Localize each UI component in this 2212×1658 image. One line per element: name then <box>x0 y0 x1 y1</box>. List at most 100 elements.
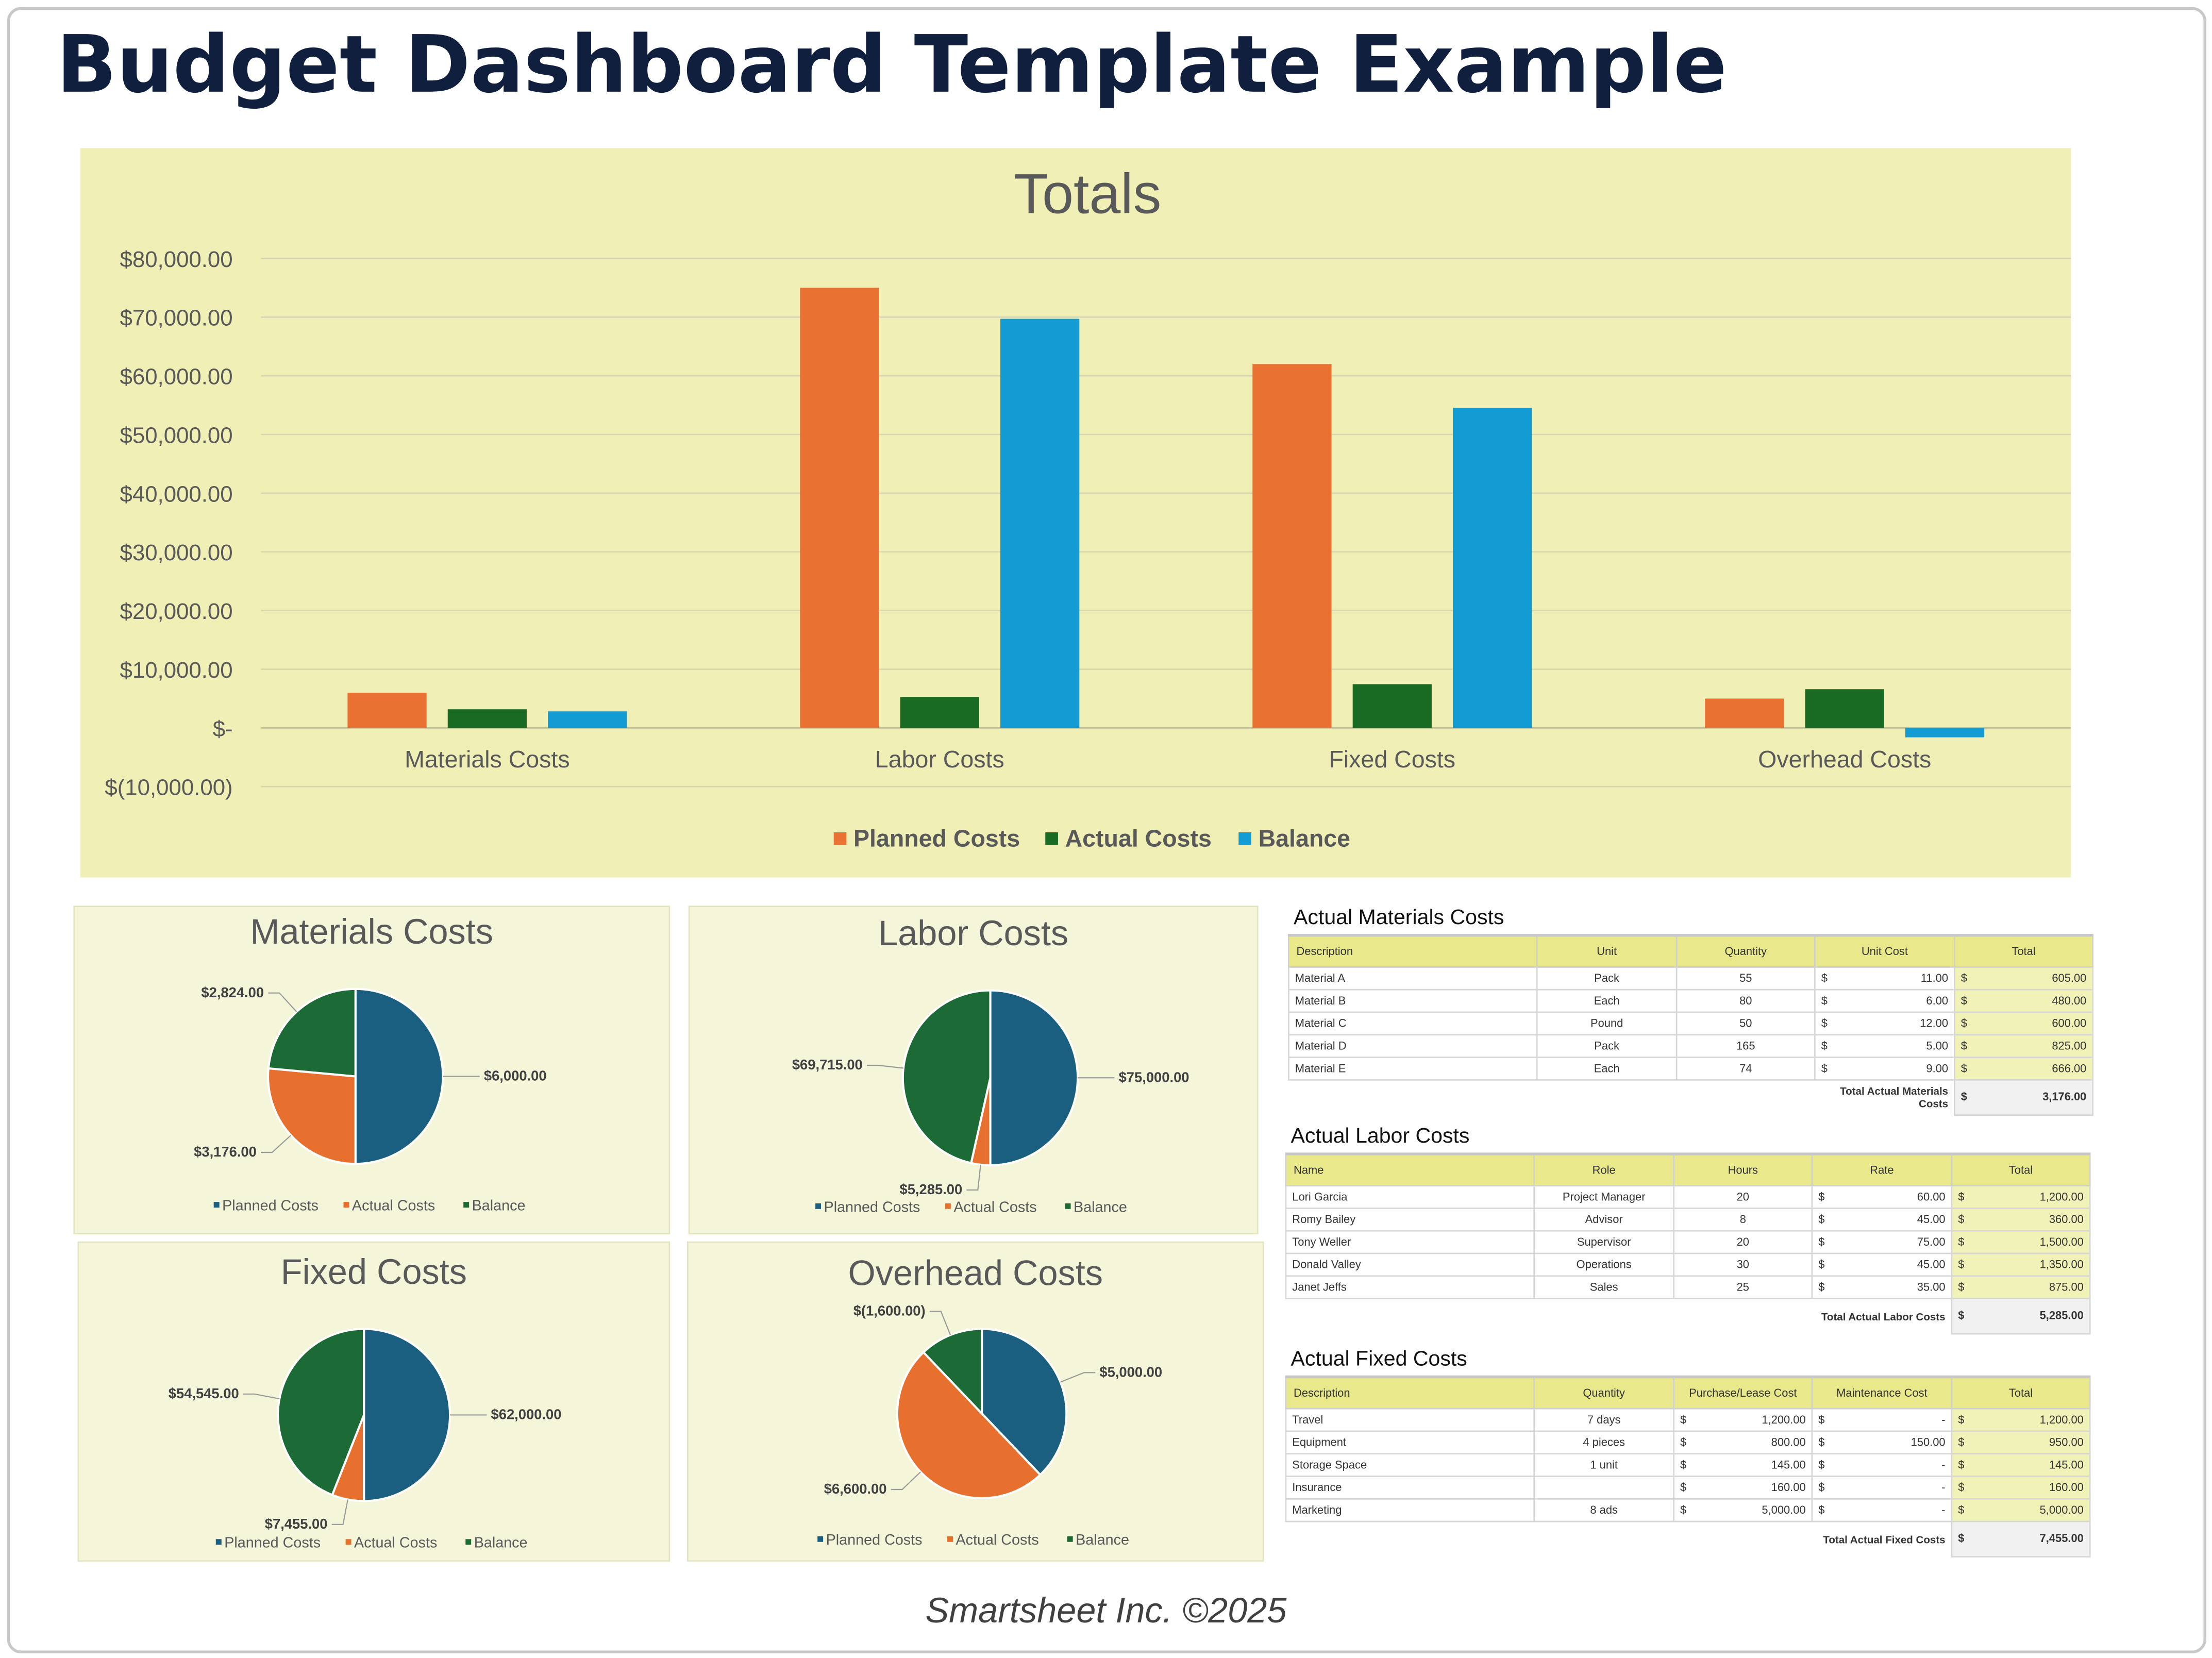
amount: 45.00 <box>1917 1213 1946 1226</box>
table-cell: 8 ads <box>1533 1498 1675 1522</box>
amount: 875.00 <box>2049 1281 2084 1294</box>
column-header: Purchase/Lease Cost <box>1673 1375 1813 1410</box>
legend-label: Balance <box>1074 1199 1127 1215</box>
legend-swatch <box>1067 1536 1073 1542</box>
table-cell: 50 <box>1675 1011 1816 1036</box>
table-row: Storage Space 1 unit $145.00 $ - $145.00 <box>1285 1453 2091 1477</box>
table-row: Romy Bailey Advisor 8 $45.00 $360.00 <box>1285 1208 2091 1232</box>
table-cell: Pound <box>1536 1011 1678 1036</box>
leader-line <box>243 1393 280 1400</box>
currency-symbol: $ <box>1958 1281 1965 1294</box>
table-total-row: Total Actual Fixed Costs $7,455.00 <box>1285 1520 2091 1557</box>
currency-symbol: $ <box>1818 1459 1825 1471</box>
amount: 11.00 <box>1920 972 1949 985</box>
table-cell: $1,200.00 <box>1951 1408 2091 1432</box>
pie-slice-planned-costs <box>981 1328 1068 1477</box>
pie-data-label: $2,824.00 <box>201 984 264 1000</box>
y-tick-label: $30,000.00 <box>120 540 233 565</box>
legend-label: Actual Costs <box>956 1532 1038 1548</box>
table-cell: $145.00 <box>1673 1453 1813 1477</box>
currency-symbol: $ <box>1958 1436 1965 1449</box>
table-cell: 80 <box>1675 989 1816 1013</box>
leader-line <box>866 1064 903 1069</box>
currency-symbol: $ <box>1680 1503 1687 1517</box>
column-header: Total <box>1951 1152 2091 1186</box>
bar-balance <box>1452 408 1532 728</box>
table-cell: $ - <box>1811 1408 1953 1432</box>
leader-line <box>268 992 297 1012</box>
materials-pie-chart: $6,000.00 $3,176.00 $2,824.00 Planned Costs… <box>194 984 546 1214</box>
legend-swatch <box>1045 832 1058 845</box>
table-row: Travel 7 days $1,200.00 $ - $1,200.00 <box>1285 1408 2091 1432</box>
table-row: Material A Pack 55 $11.00 $605.00 <box>1288 966 2094 991</box>
page-frame <box>7 7 2206 1653</box>
table-cell: $1,500.00 <box>1951 1230 2091 1254</box>
legend-label: Planned Costs <box>826 1532 923 1548</box>
totals-bar-chart: Totals $80,000.00 $70,000.00 $60,000.00 $50,… <box>105 162 2071 851</box>
table-cell: $160.00 <box>1951 1476 2091 1500</box>
column-header: Maintenance Cost <box>1811 1375 1953 1410</box>
table-cell: $1,200.00 <box>1673 1408 1813 1432</box>
pie-data-label: $62,000.00 <box>491 1406 562 1422</box>
table-total-row: Total Actual Labor Costs $5,285.00 <box>1285 1298 2091 1334</box>
legend-swatch <box>945 1203 951 1209</box>
bar-actual-costs <box>1352 684 1432 728</box>
legend-label: Actual Costs <box>352 1198 435 1214</box>
table-cell: Advisor <box>1533 1208 1675 1232</box>
currency-symbol: $ <box>1960 1062 1967 1075</box>
leader-line <box>331 1499 348 1525</box>
bar-balance <box>1000 319 1080 728</box>
table-cell: Each <box>1536 989 1678 1013</box>
amount: 950.00 <box>2049 1436 2084 1449</box>
currency-symbol: $ <box>1818 1413 1825 1427</box>
table-cell: Material E <box>1288 1057 1538 1081</box>
amount: - <box>1941 1413 1946 1427</box>
pie-data-label: $7,455.00 <box>265 1516 328 1532</box>
currency-symbol: $ <box>1818 1235 1825 1249</box>
table-row: Tony Weller Supervisor 20 $75.00 $1,500.00 <box>1285 1230 2091 1254</box>
pie-title: Overhead Costs <box>848 1254 1103 1294</box>
total-label: Total Actual Fixed Costs <box>1812 1521 1952 1556</box>
amount: 600.00 <box>2052 1017 2087 1030</box>
currency-symbol: $ <box>1960 994 1967 1008</box>
column-header: Hours <box>1673 1152 1813 1186</box>
overhead-pie-panel: Overhead Costs $5,000.00 $6,600.00 $(1,600… <box>687 1241 1264 1562</box>
currency-symbol: $ <box>1821 972 1828 985</box>
table-cell: $ - <box>1811 1498 1953 1522</box>
amount: 6.00 <box>1926 994 1949 1008</box>
table-cell: 165 <box>1675 1034 1816 1058</box>
pie-slice-actual-costs <box>267 1067 357 1165</box>
x-tick-label: Labor Costs <box>875 746 1004 773</box>
cost-table: Description Quantity Purchase/Lease Cost Ma… <box>1285 1375 2091 1557</box>
currency-symbol: $ <box>1958 1481 1965 1494</box>
table-cell: $950.00 <box>1951 1430 2091 1455</box>
labor-pie-panel: Labor Costs $75,000.00 $5,285.00 $69,715.0… <box>688 906 1259 1235</box>
legend-label: Balance <box>472 1198 526 1214</box>
bar-actual-costs <box>447 709 527 728</box>
table-row: Material B Each 80 $6.00 $480.00 <box>1288 989 2094 1013</box>
amount: - <box>1941 1481 1946 1494</box>
pie-data-label: $54,545.00 <box>169 1385 239 1401</box>
currency-symbol: $ <box>1818 1436 1825 1449</box>
bar-planned-costs <box>1252 364 1332 728</box>
table-cell: Romy Bailey <box>1285 1208 1535 1232</box>
column-header: Name <box>1285 1152 1535 1186</box>
table-title: Actual Labor Costs <box>1291 1124 1470 1149</box>
materials-pie-panel: Materials Costs $6,000.00 $3,176.00 $2,824… <box>73 906 671 1235</box>
table-cell: 8 <box>1673 1208 1813 1232</box>
legend-label: Balance <box>1076 1532 1129 1548</box>
table-cell: Equipment <box>1285 1430 1535 1455</box>
table-cell: 25 <box>1673 1275 1813 1299</box>
table-cell: Project Manager <box>1533 1185 1675 1209</box>
table-cell: $875.00 <box>1951 1275 2091 1299</box>
currency-symbol: $ <box>1960 1040 1967 1052</box>
table-cell: $ - <box>1811 1476 1953 1500</box>
table-cell: $11.00 <box>1814 966 1955 991</box>
table-row: Donald Valley Operations 30 $45.00 $1,350.00 <box>1285 1252 2091 1277</box>
column-header: Quantity <box>1675 934 1816 968</box>
fixed-pie-panel: Fixed Costs $62,000.00 $7,455.00 $54,545.0… <box>77 1241 671 1562</box>
amount: 5,000.00 <box>2039 1503 2084 1517</box>
chart-title: Totals <box>1014 162 1161 225</box>
table-row: Insurance $160.00 $ - $160.00 <box>1285 1476 2091 1500</box>
amount: 145.00 <box>1771 1459 1806 1471</box>
